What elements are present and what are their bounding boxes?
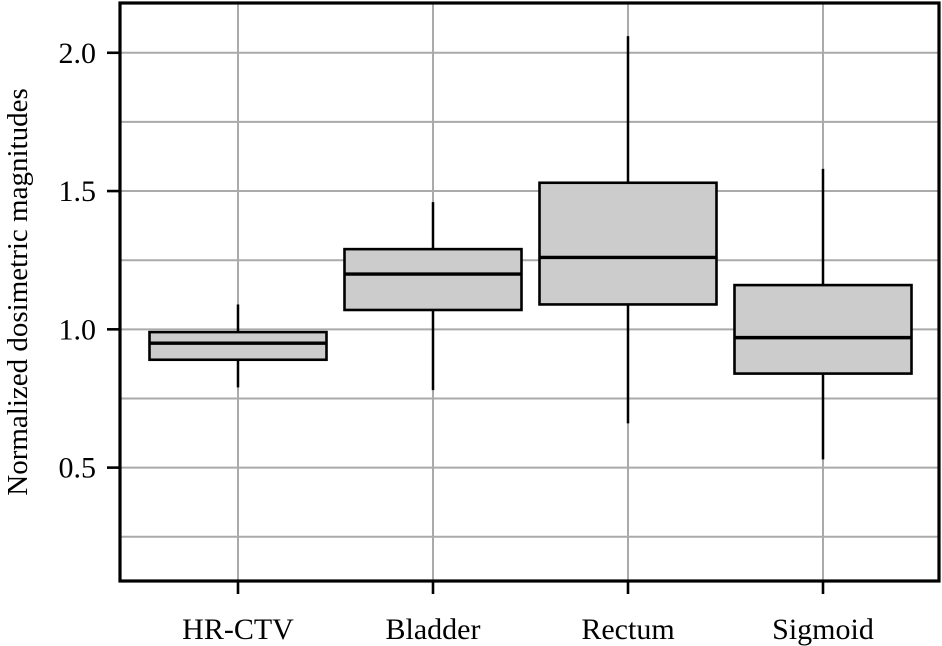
- box-HR-CTV: [148, 330, 328, 362]
- y-tick-label: 0.5: [59, 452, 97, 485]
- box-Rectum: [538, 181, 718, 306]
- x-category-label: Bladder: [386, 613, 481, 646]
- box-Bladder: [343, 247, 523, 312]
- x-category-label: Sigmoid: [772, 613, 874, 646]
- box-Sigmoid: [733, 283, 913, 375]
- plot-border: [118, 1, 941, 583]
- x-category-label: Rectum: [581, 613, 674, 646]
- x-category-label: HR-CTV: [182, 613, 294, 646]
- y-axis-label: Normalized dosimetric magnitudes: [2, 88, 34, 496]
- y-tick-label: 2.0: [59, 37, 97, 70]
- y-tick-label: 1.0: [59, 313, 97, 346]
- y-tick-label: 1.5: [59, 175, 97, 208]
